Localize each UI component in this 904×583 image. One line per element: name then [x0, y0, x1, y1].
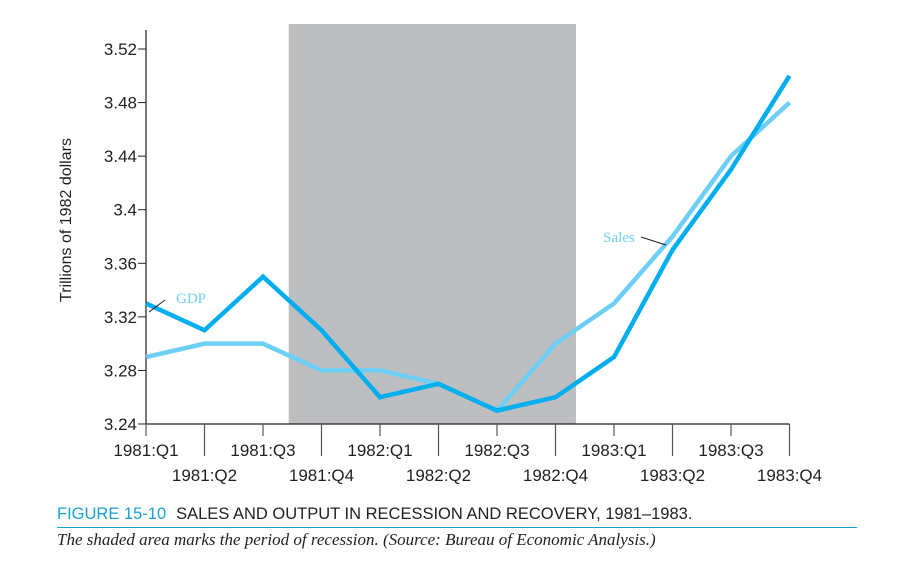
sales-series-label: Sales	[603, 230, 635, 246]
sales-label-leader	[640, 236, 667, 246]
y-tick-label: 3.36	[104, 254, 137, 273]
y-tick-label: 3.28	[104, 361, 137, 380]
series-line-gdp	[145, 74, 792, 413]
x-tick-label: 1982:Q1	[347, 441, 412, 460]
y-tick-label: 3.48	[104, 94, 137, 113]
figure-note: The shaded area marks the period of rece…	[57, 530, 656, 549]
x-tick-label: 1983:Q1	[581, 441, 646, 460]
x-tick-label: 1983:Q2	[640, 466, 705, 485]
x-tick-label: 1983:Q3	[698, 441, 763, 460]
x-tick-label: 1981:Q1	[113, 441, 178, 460]
y-tick-label: 3.24	[104, 415, 137, 434]
recession-shading	[288, 24, 576, 424]
x-tick-label: 1981:Q2	[172, 466, 237, 485]
x-tick-label: 1982:Q4	[523, 466, 588, 485]
figure-title: SALES AND OUTPUT IN RECESSION AND RECOVE…	[176, 505, 693, 523]
x-tick-label: 1982:Q2	[406, 466, 471, 485]
caption-divider	[57, 527, 857, 528]
figure-caption: FIGURE 15-10 SALES AND OUTPUT IN RECESSIO…	[57, 505, 692, 524]
gdp-label-leader	[148, 299, 166, 313]
y-axis-label: Trillions of 1982 dollars	[58, 138, 75, 302]
x-tick-label: 1981:Q4	[289, 466, 354, 485]
gdp-series-label: GDP	[176, 291, 206, 307]
figure-number: FIGURE 15-10	[57, 505, 167, 523]
x-tick-label: 1981:Q3	[230, 441, 295, 460]
y-tick-label: 3.32	[104, 308, 137, 327]
y-tick-label: 3.44	[104, 147, 137, 166]
y-tick-label: 3.4	[113, 201, 137, 220]
x-tick-label: 1983:Q4	[757, 466, 822, 485]
x-tick-label: 1982:Q3	[464, 441, 529, 460]
y-tick-label: 3.52	[104, 40, 137, 59]
chart: 3.24 3.28 3.32 3.36 3.4 3.44 3.48 3.52 1981:Q1 19…	[58, 24, 822, 485]
